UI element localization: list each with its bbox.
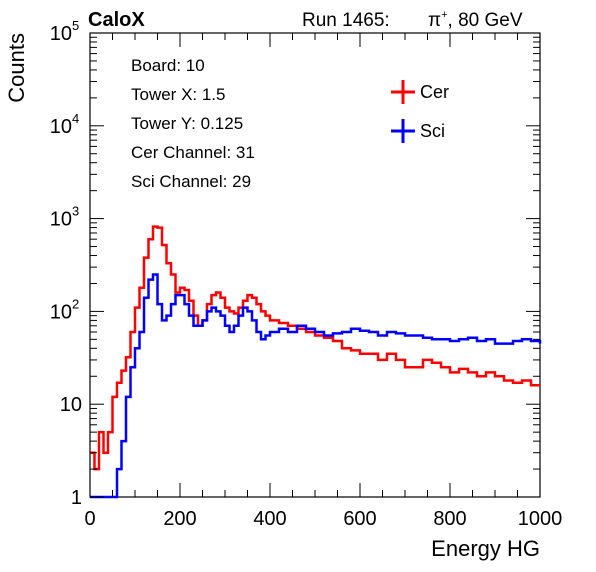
info-box: Board: 10 Tower X: 1.5 Tower Y: 0.125 Ce… bbox=[131, 56, 255, 191]
info-tower-x: Tower X: 1.5 bbox=[131, 85, 226, 104]
series-line-cer bbox=[90, 225, 540, 471]
y-tick-exponent: 4 bbox=[72, 111, 79, 126]
x-tick-label: 400 bbox=[253, 508, 286, 530]
y-tick-exponent: 3 bbox=[72, 204, 79, 219]
series-line-sci bbox=[90, 273, 542, 499]
y-tick-exponent: 5 bbox=[72, 18, 79, 33]
x-tick-label: 0 bbox=[84, 508, 95, 530]
y-tick-label: 10 bbox=[50, 116, 72, 138]
y-tick-label: 10 bbox=[60, 394, 82, 416]
y-axis-label: Counts bbox=[4, 33, 29, 103]
legend-marker-cer bbox=[391, 80, 415, 104]
experiment-label: CaloX bbox=[88, 9, 145, 31]
x-tick-label: 800 bbox=[433, 508, 466, 530]
legend: Cer Sci bbox=[391, 80, 449, 143]
x-axis-label: Energy HG bbox=[431, 536, 540, 561]
particle-charge: + bbox=[441, 9, 447, 21]
info-sci-channel: Sci Channel: 29 bbox=[131, 172, 251, 191]
x-axis-ticks: 0 200 400 600 800 1000 bbox=[84, 33, 562, 530]
beam-energy: , 80 GeV bbox=[448, 10, 523, 31]
particle-label: π+, 80 GeV bbox=[428, 9, 523, 31]
info-tower-y: Tower Y: 0.125 bbox=[131, 114, 243, 133]
info-board: Board: 10 bbox=[131, 56, 205, 75]
y-tick-label: 10 bbox=[50, 209, 72, 231]
series-layer bbox=[90, 225, 542, 499]
legend-label-sci: Sci bbox=[420, 121, 445, 141]
legend-marker-sci bbox=[391, 119, 415, 143]
y-tick-exponent: 2 bbox=[72, 296, 79, 311]
info-cer-channel: Cer Channel: 31 bbox=[131, 143, 255, 162]
particle-symbol: π bbox=[428, 10, 441, 31]
x-tick-label: 1000 bbox=[518, 508, 563, 530]
legend-label-cer: Cer bbox=[420, 82, 449, 102]
y-tick-label: 1 bbox=[71, 487, 82, 509]
x-tick-label: 200 bbox=[163, 508, 196, 530]
y-tick-label: 10 bbox=[50, 301, 72, 323]
x-tick-label: 600 bbox=[343, 508, 376, 530]
y-tick-label: 10 bbox=[50, 23, 72, 45]
run-label: Run 1465: bbox=[302, 10, 390, 31]
